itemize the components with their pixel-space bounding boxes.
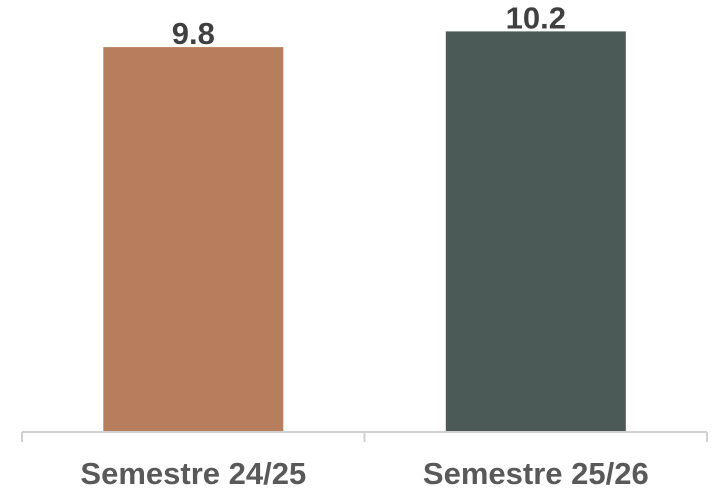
data-label-1: 9.8 — [172, 16, 215, 51]
value-labels-group: 9.8 10.2 — [172, 0, 566, 51]
category-labels-group: Semestre 24/25 Semestre 25/26 — [80, 456, 648, 489]
x-axis — [21, 431, 708, 442]
category-label-2: Semestre 25/26 — [423, 456, 649, 489]
bars-group — [103, 31, 626, 433]
category-label-1: Semestre 24/25 — [80, 456, 306, 489]
data-label-2: 10.2 — [506, 0, 566, 35]
bar-2 — [445, 31, 626, 433]
bar-1 — [103, 47, 284, 432]
